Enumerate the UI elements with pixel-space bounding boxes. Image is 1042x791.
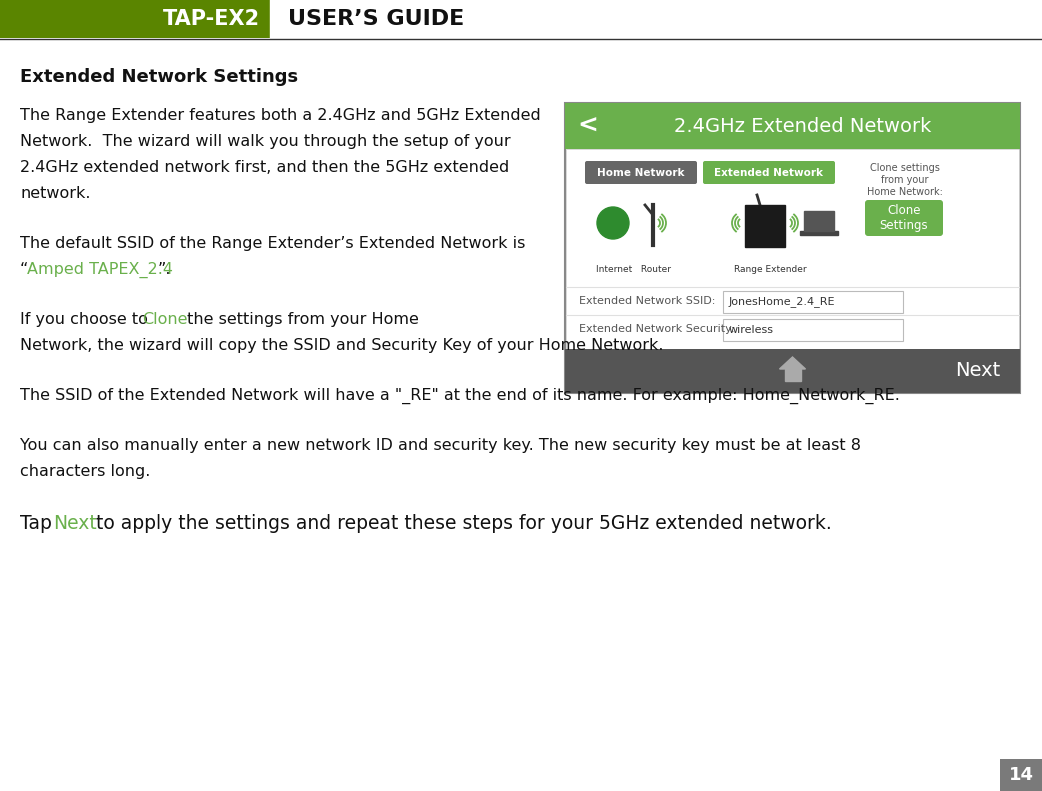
Text: If you choose to: If you choose to [20, 312, 153, 327]
Text: Amped TAPEX_2.4: Amped TAPEX_2.4 [27, 262, 173, 278]
Text: Extended Network SSID:: Extended Network SSID: [579, 296, 716, 306]
Text: Clone: Clone [142, 312, 188, 327]
Text: Next: Next [954, 361, 1000, 380]
Text: JonesHome_2.4_RE: JonesHome_2.4_RE [729, 297, 836, 308]
Bar [565, 103, 1020, 393]
Text: Network.  The wizard will walk you through the setup of your: Network. The wizard will walk you throug… [20, 134, 511, 149]
Circle shape [597, 207, 629, 239]
FancyBboxPatch shape [865, 200, 943, 236]
Bar [1000, 759, 1042, 791]
Bar [0, 0, 270, 38]
Text: Clone
Settings: Clone Settings [879, 203, 928, 233]
Text: 14: 14 [1009, 766, 1034, 784]
Text: USER’S GUIDE: USER’S GUIDE [288, 9, 465, 29]
Bar [565, 103, 1020, 149]
Text: Home Network:: Home Network: [867, 187, 943, 197]
Bar [785, 369, 800, 381]
Text: Tap: Tap [20, 514, 58, 533]
Polygon shape [779, 357, 805, 369]
Text: ”.: ”. [158, 262, 172, 277]
Bar [800, 231, 838, 235]
Text: 2.4GHz Extended Network: 2.4GHz Extended Network [674, 116, 932, 135]
Text: “: “ [20, 262, 28, 277]
Bar [566, 149, 1019, 349]
Text: to apply the settings and repeat these steps for your 5GHz extended network.: to apply the settings and repeat these s… [90, 514, 832, 533]
Text: from your: from your [882, 175, 928, 185]
FancyBboxPatch shape [585, 161, 697, 184]
FancyBboxPatch shape [703, 161, 835, 184]
Text: <: < [577, 114, 598, 138]
Text: Network, the wizard will copy the SSID and Security Key of your Home Network.: Network, the wizard will copy the SSID a… [20, 338, 664, 353]
Bar [745, 205, 785, 247]
Text: Clone settings: Clone settings [870, 163, 940, 173]
Text: the settings from your Home: the settings from your Home [182, 312, 419, 327]
Text: Extended Network Security:: Extended Network Security: [579, 324, 735, 334]
Text: Next: Next [53, 514, 97, 533]
Text: You can also manually enter a new network ID and security key. The new security : You can also manually enter a new networ… [20, 438, 861, 453]
Text: Range Extender: Range Extender [734, 265, 807, 274]
Bar [723, 319, 903, 341]
Text: The SSID of the Extended Network will have a "_RE" at the end of its name. For e: The SSID of the Extended Network will ha… [20, 388, 900, 404]
Text: TAP-EX2: TAP-EX2 [163, 9, 260, 29]
Text: The Range Extender features both a 2.4GHz and 5GHz Extended: The Range Extender features both a 2.4GH… [20, 108, 541, 123]
Text: Home Network: Home Network [597, 168, 685, 177]
Text: network.: network. [20, 186, 91, 201]
Text: 2.4GHz extended network first, and then the 5GHz extended: 2.4GHz extended network first, and then … [20, 160, 510, 175]
Bar [723, 291, 903, 313]
Text: The default SSID of the Range Extender’s Extended Network is: The default SSID of the Range Extender’s… [20, 236, 525, 251]
Bar [804, 211, 834, 231]
Text: Extended Network: Extended Network [715, 168, 823, 177]
Text: wireless: wireless [729, 325, 774, 335]
Text: characters long.: characters long. [20, 464, 150, 479]
Text: Internet   Router: Internet Router [595, 265, 670, 274]
Text: Extended Network Settings: Extended Network Settings [20, 68, 298, 86]
Bar [565, 349, 1020, 393]
